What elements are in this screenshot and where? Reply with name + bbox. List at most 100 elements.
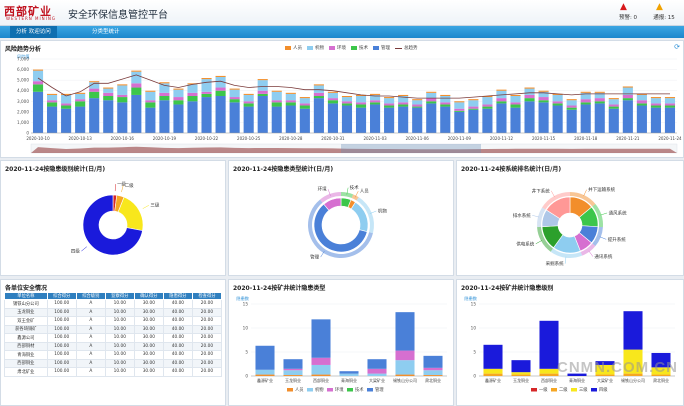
bar-segment [75,93,86,100]
legend-item-机物[interactable]: 机物 [307,45,324,51]
bar-segment [285,93,296,101]
warning-alert[interactable]: ▲ 预警: 0 [608,2,648,24]
bar-segment [395,312,415,351]
bar-segment [187,83,198,85]
bar-segment [650,98,661,104]
bar-segment [271,106,282,133]
bar-segment [173,97,184,101]
table-cell: 100.00 [46,333,77,343]
bar-segment [229,88,240,90]
table-header-cell[interactable]: 综合得分 [46,292,77,300]
company-logo[interactable]: 西部矿业 WESTERN MINING [4,3,66,23]
bar-segment [339,371,359,374]
bar-segment [229,99,240,103]
bar-segment [454,110,465,112]
bar-segment [201,79,212,92]
label-leader [81,246,87,252]
table-header-cell[interactable]: 综合级别 [75,292,106,300]
refresh-icon[interactable]: ⟳ [674,43,680,51]
bar-segment [664,98,676,104]
bar-segment [32,81,44,85]
bar-segment [313,96,324,99]
table-header-cell[interactable]: 监察得分 [104,292,135,300]
bar-segment [89,98,100,133]
table-row[interactable]: 西部铜材 100.00 A 10.00 30.00 40.00 20.00 [4,341,223,351]
legend-label: 三级 [579,386,588,393]
watermark-text: CNMN.COM.CN [557,359,678,376]
bar-segment [650,97,661,99]
legend-item-管理[interactable]: 管理 [373,45,390,51]
bar-segment [131,87,142,95]
bar-segment [622,100,633,133]
bar-segment [131,83,142,88]
bar-segment [483,368,503,374]
donut-outer-ring [537,207,546,228]
bar-segment [468,99,479,101]
legend-item-人员[interactable]: 人员 [285,45,302,51]
bar-segment [255,369,275,375]
legend-item-技术[interactable]: 技术 [351,45,368,51]
bar-segment [440,96,451,103]
bar-segment [103,92,114,96]
bar-segment [117,102,128,133]
donut-outer-ring [570,192,596,207]
slice-label: 井下系统 [532,187,550,194]
legend-label: 总趋势 [404,46,418,51]
table-header-cell[interactable]: 隐患得分 [162,292,193,300]
bar-segment [412,107,423,133]
tab-analysis[interactable]: 分析 欢迎访问 [10,26,57,38]
bar-segment [552,105,563,133]
bar-segment [131,71,142,84]
bar-segment [524,87,535,89]
table-header-cell[interactable]: 确认得分 [133,292,164,300]
bar-segment [651,352,671,368]
bar-segment [257,80,268,91]
table-row[interactable]: 玉龙铜业 100.00 A 10.00 30.00 40.00 20.00 [4,307,223,317]
legend-item-总趋势[interactable]: 总趋势 [395,45,418,51]
table-row[interactable]: 西部铜业 100.00 A 10.00 30.00 40.00 20.00 [4,358,223,368]
bar-segment [580,91,591,93]
x-tick-label: 西部铜业 [313,377,329,383]
table-row[interactable]: 双王金矿 100.00 A 10.00 30.00 40.00 20.00 [4,316,223,326]
table-cell: 获各琦铜矿 [4,324,48,334]
slice-label: 采掘系统 [546,260,564,267]
table-row[interactable]: 获各琦铜矿 100.00 A 10.00 30.00 40.00 20.00 [4,324,223,334]
legend-swatch [571,388,577,392]
mine-level-bar-chart: 隐患数 0 5 10 15 鑫源矿业 玉龙铜业 西部铜业 青海铜业 大梁矿业 锡铁山分公司 肃北铜业一… [464,295,675,393]
table-row[interactable]: 鑫源公司 100.00 A 10.00 30.00 40.00 20.00 [4,333,223,343]
bar-segment [311,357,331,365]
table-cell: 20.00 [191,333,223,343]
slice-label: 提升系统 [608,236,626,243]
table-cell: 20.00 [191,350,223,360]
bar-segment [496,89,507,91]
bar-segment [636,94,647,101]
x-tick-label: 锡铁山分公司 [621,377,645,383]
bar-segment [552,103,563,106]
bar-segment [468,108,479,110]
table-header-cell[interactable]: 检查得分 [191,292,223,300]
x-tick-label: 2020-10-13 [69,136,93,141]
bar-segment [395,350,415,361]
level-title: 2020-11-24按隐患级别统计(日/月) [5,166,106,173]
tab-type-stats[interactable]: 分类型统计 [92,29,120,35]
x-tick-label: 2020-11-12 [490,136,514,141]
table-header-cell[interactable]: 单位名称 [4,292,48,300]
table-row[interactable]: 青海铜业 100.00 A 10.00 30.00 40.00 20.00 [4,350,223,360]
bar-segment [384,97,395,99]
table-row[interactable]: 锡铁山分公司 100.00 A 10.00 30.00 40.00 20.00 [4,299,223,309]
table-cell: A [75,350,106,360]
table-cell: 30.00 [133,307,164,317]
table-row[interactable]: 肃北矿业 100.00 A 10.00 30.00 40.00 20.00 [4,367,223,377]
bar-segment [511,372,531,375]
legend-item-环境[interactable]: 环境 [329,45,346,51]
bar-segment [580,102,591,105]
bar-segment [145,91,156,101]
bar-segment [367,373,387,376]
notice-alert[interactable]: ▲ 通报: 15 [644,2,684,24]
bar-segment [201,91,212,94]
bar-segment [594,98,605,102]
legend-swatch [285,46,291,50]
x-tick-label: 2020-11-24 [658,136,682,141]
bar-segment [89,91,100,99]
